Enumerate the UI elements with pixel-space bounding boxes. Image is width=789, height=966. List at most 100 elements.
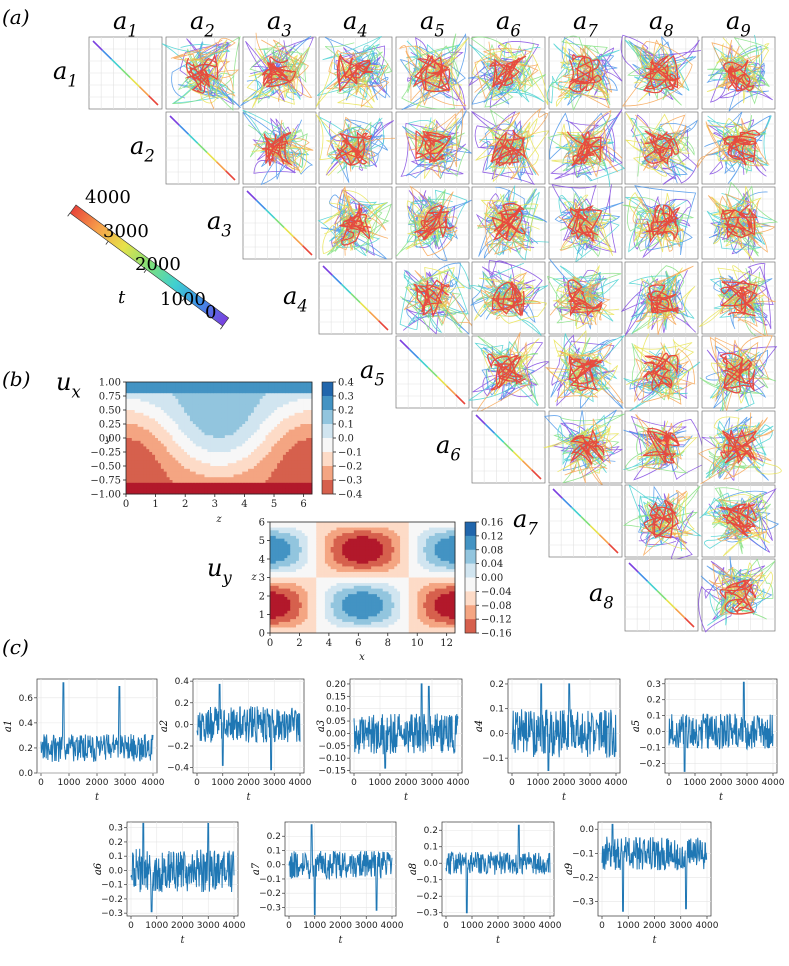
contour-cell [307, 596, 311, 601]
contour-cell [319, 630, 323, 634]
contour-cell [250, 488, 255, 492]
contour-cell [272, 585, 277, 589]
contour-cell [298, 621, 303, 626]
contour-cell [160, 415, 165, 419]
contour-cell [327, 569, 332, 573]
contour-cell [201, 440, 205, 444]
contour-cell [253, 443, 258, 447]
contour-cell [195, 393, 200, 397]
contour-cell [198, 457, 202, 461]
contour-cell [137, 452, 141, 456]
contour-cell [342, 538, 346, 542]
contour-cell [149, 488, 153, 492]
contour-cell [195, 443, 200, 447]
contour-cell [278, 555, 282, 559]
contour-cell [201, 387, 205, 391]
contour-cell [281, 588, 285, 592]
contour-cell [330, 538, 334, 542]
contour-cell [294, 401, 298, 405]
contour-cell [198, 482, 202, 486]
contour-cell [277, 396, 281, 400]
contour-cell [293, 533, 297, 537]
contour-cell [175, 452, 179, 456]
contour-cell [275, 555, 280, 559]
contour-cell [227, 488, 232, 492]
contour-cell [330, 569, 334, 573]
y-tick-label: −1.00 [90, 490, 121, 501]
contour-cell [131, 393, 136, 397]
contour-cell [245, 390, 249, 394]
uy-heatmap: 0 2 4 6 8 10 1265432100.160.120.080.040.00−0.0… [207, 518, 512, 664]
contour-cell [242, 418, 246, 422]
contour-cell [359, 569, 363, 573]
contour-cell [285, 396, 290, 400]
contour-cell [368, 552, 372, 556]
contour-cell [259, 446, 263, 450]
contour-cell [293, 594, 297, 598]
contour-cell [359, 571, 363, 576]
contour-cell [300, 480, 304, 484]
contour-cell [143, 418, 147, 422]
contour-cell [303, 485, 307, 489]
contour-cell [224, 449, 229, 453]
contour-cell [227, 421, 232, 425]
trajectory [723, 59, 755, 92]
contour-cell [128, 457, 133, 461]
contour-cell [192, 432, 197, 436]
contour-cell [216, 474, 220, 478]
contour-cell [221, 468, 226, 472]
contour-cell [290, 580, 294, 584]
contour-cell [306, 488, 310, 492]
contour-cell [365, 588, 369, 592]
col-label-a3: a3 [267, 7, 292, 41]
contour-cell [253, 480, 258, 484]
contour-cell [189, 432, 194, 436]
contour-cell [303, 471, 307, 475]
contour-cell [290, 524, 294, 528]
contour-cell [210, 449, 214, 453]
contour-cell [300, 429, 304, 433]
contour-cell [128, 477, 133, 481]
contour-cell [172, 407, 176, 411]
contour-cell [134, 449, 139, 453]
contour-cell [294, 466, 298, 470]
contour-cell [187, 474, 191, 478]
contour-cell [204, 435, 208, 439]
contour-cell [310, 599, 314, 603]
contour-cell [304, 583, 308, 587]
contour-cell [291, 421, 295, 425]
contour-cell [126, 488, 130, 492]
contour-cell [322, 580, 326, 584]
contour-cell [233, 418, 237, 422]
contour-cell [294, 482, 298, 486]
contour-cell [339, 602, 343, 606]
contour-cell [233, 468, 237, 472]
contour-cell [216, 412, 220, 416]
contour-cell [204, 410, 208, 414]
contour-cell [265, 488, 269, 492]
contour-cell [189, 480, 194, 484]
contour-cell [230, 398, 234, 402]
contour-cell [297, 482, 301, 486]
contour-cell [224, 418, 229, 422]
contour-cell [166, 480, 170, 484]
trajectory [719, 352, 756, 394]
contour-cell [160, 410, 165, 414]
contour-cell [233, 466, 237, 470]
contour-cell [126, 418, 130, 422]
contour-cell [294, 429, 298, 433]
trajectory [491, 202, 526, 242]
contour-cell [248, 440, 252, 444]
contour-cell [362, 569, 366, 573]
contour-cell [216, 463, 220, 467]
contour-cell [356, 566, 361, 570]
contour-cell [256, 460, 261, 464]
contour-cell [324, 522, 329, 526]
contour-cell [277, 454, 281, 458]
contour-cell [207, 460, 211, 464]
contour-cell [192, 443, 197, 447]
contour-cell [204, 396, 208, 400]
contour-cell [201, 407, 205, 411]
contour-cell [192, 401, 197, 405]
contour-cell [339, 591, 343, 595]
